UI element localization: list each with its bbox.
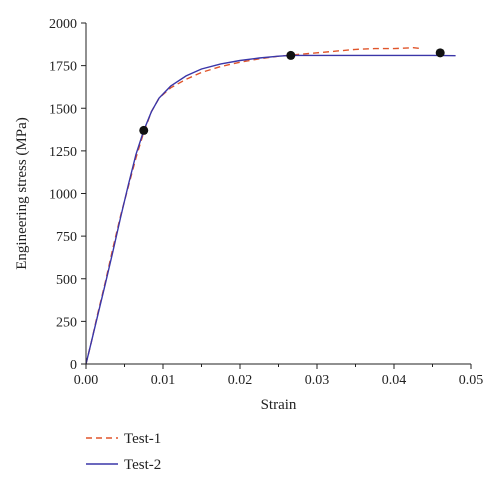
y-tick-label: 500: [56, 273, 77, 288]
data-marker: [139, 125, 149, 135]
x-tick-label: 0.05: [459, 373, 484, 388]
y-tick-label: 750: [56, 230, 77, 245]
plot-area: [85, 46, 456, 365]
legend-item: Test-2: [86, 457, 161, 473]
x-axis-title: Strain: [261, 397, 297, 413]
x-tick-label: 0.04: [382, 373, 407, 388]
data-marker: [286, 50, 296, 60]
y-tick-label: 250: [56, 315, 77, 330]
legend-item: Test-1: [86, 431, 161, 447]
y-tick-label: 1250: [49, 145, 77, 160]
y-tick-label: 1500: [49, 102, 77, 117]
series-line-test-2: [85, 54, 456, 365]
series-line-test-1: [85, 46, 421, 365]
x-axis-ticks: 0.00 0.01 0.02 0.03 0.04 0.05: [74, 364, 484, 388]
y-tick-label: 2000: [49, 17, 77, 32]
y-tick-label: 1000: [49, 188, 77, 203]
legend: Test-1 Test-2: [86, 431, 161, 473]
x-tick-label: 0.03: [305, 373, 330, 388]
y-axis-ticks: 0 250 500 750 1000 1250 1500 1750 2000: [49, 17, 86, 373]
y-tick-label: 0: [70, 358, 77, 373]
legend-label: Test-2: [124, 457, 161, 473]
y-axis-title: Engineering stress (MPa): [14, 117, 30, 269]
x-tick-label: 0.01: [151, 373, 176, 388]
legend-label: Test-1: [124, 431, 161, 447]
y-tick-label: 1750: [49, 60, 77, 75]
data-marker: [435, 48, 445, 58]
axes: [85, 23, 471, 365]
x-tick-label: 0.00: [74, 373, 99, 388]
x-tick-label: 0.02: [228, 373, 253, 388]
